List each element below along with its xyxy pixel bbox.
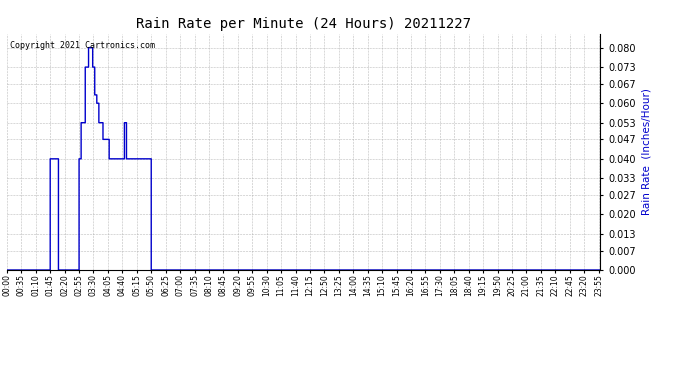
Title: Rain Rate per Minute (24 Hours) 20211227: Rain Rate per Minute (24 Hours) 20211227 [136, 17, 471, 31]
Text: Copyright 2021 Cartronics.com: Copyright 2021 Cartronics.com [10, 41, 155, 50]
Y-axis label: Rain Rate  (Inches/Hour): Rain Rate (Inches/Hour) [641, 88, 651, 215]
